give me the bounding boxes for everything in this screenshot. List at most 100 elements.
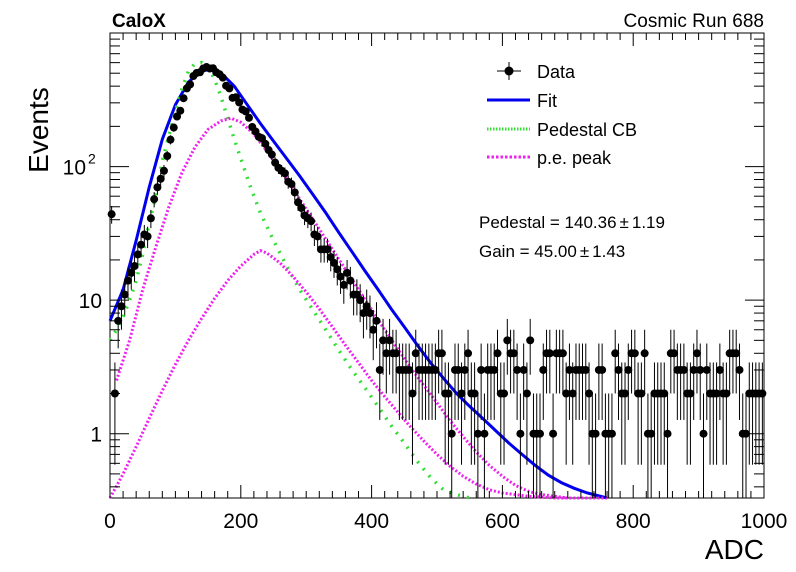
data-point [712, 362, 721, 465]
data-marker [470, 389, 479, 398]
data-marker [225, 84, 234, 93]
data-marker [343, 268, 352, 277]
data-marker [679, 365, 688, 374]
data-marker [630, 349, 639, 358]
data-marker [493, 349, 502, 358]
data-point [526, 318, 535, 375]
data-point [545, 329, 554, 394]
data-marker [663, 429, 672, 438]
data-marker [179, 94, 188, 103]
data-marker [500, 389, 509, 398]
data-marker [244, 113, 253, 122]
data-marker [333, 265, 342, 274]
data-point [614, 343, 623, 420]
data-point [624, 343, 633, 420]
data-marker [686, 389, 695, 398]
data-point [464, 329, 473, 394]
data-point [735, 343, 744, 420]
data-marker [362, 302, 371, 311]
data-point [621, 362, 630, 465]
data-point [150, 191, 159, 208]
data-point [679, 343, 688, 420]
data-marker [385, 336, 394, 345]
data-point [663, 393, 672, 498]
data-point [522, 362, 531, 465]
data-marker [607, 429, 616, 438]
data-point [372, 302, 381, 349]
data-marker [516, 429, 525, 438]
data-point [437, 329, 446, 394]
data-marker [336, 272, 345, 281]
data-point [500, 362, 509, 465]
data-marker [307, 217, 316, 226]
data-marker [558, 349, 567, 358]
data-point [568, 362, 577, 465]
data-marker [107, 210, 116, 219]
data-point [261, 139, 270, 149]
data-marker [359, 309, 368, 318]
data-marker [123, 276, 132, 285]
data-point [356, 284, 365, 323]
data-point [173, 112, 182, 121]
data-marker [173, 112, 182, 121]
data-point [329, 250, 338, 279]
data-point [549, 393, 558, 498]
data-point [369, 309, 378, 361]
data-marker [735, 365, 744, 374]
series-p-e-peak [115, 116, 568, 500]
data-marker [614, 365, 623, 374]
x-tick-label: 800 [616, 510, 651, 533]
data-point [699, 393, 708, 498]
data-point [607, 393, 616, 498]
data-marker [241, 107, 250, 116]
data-point [558, 329, 567, 394]
data-marker [732, 349, 741, 358]
data-point [630, 329, 639, 394]
data-marker [715, 365, 724, 374]
data-marker [143, 232, 152, 241]
data-marker [460, 365, 469, 374]
data-marker [696, 365, 705, 374]
data-marker [549, 429, 558, 438]
data-point [133, 243, 142, 269]
series-pedestal-cb [108, 60, 471, 500]
data-marker [536, 429, 545, 438]
data-point [692, 329, 701, 394]
data-marker [133, 250, 142, 259]
legend-item-fit: Fit [487, 91, 557, 111]
data-point [225, 84, 234, 93]
data-marker [702, 365, 711, 374]
y-tick-label: 10 [79, 290, 102, 313]
data-point [159, 165, 168, 178]
data-point [565, 343, 574, 420]
data-marker [598, 365, 607, 374]
data-point [640, 329, 649, 394]
data-point [392, 329, 401, 394]
data-point [444, 362, 453, 465]
x-tick-label: 200 [223, 510, 258, 533]
data-marker [509, 349, 518, 358]
data-marker [156, 174, 165, 183]
data-point [581, 343, 590, 420]
data-point [405, 343, 414, 420]
data-point [447, 393, 456, 498]
legend-item-data: Data [497, 62, 576, 82]
data-point [454, 343, 463, 420]
data-marker [159, 166, 168, 175]
data-marker [339, 280, 348, 289]
data-marker [267, 150, 276, 159]
data-marker [346, 276, 355, 285]
x-tick-label: 600 [485, 510, 520, 533]
data-marker [146, 214, 155, 223]
data-point [686, 362, 695, 465]
data-point [333, 256, 342, 286]
gain-annotation: Gain = 45.00 ±1.43 [479, 242, 625, 261]
data-marker [513, 365, 522, 374]
data-marker [699, 429, 708, 438]
data-point [647, 393, 656, 498]
legend: Data Fit Pedestal CB p.e. peak [487, 62, 637, 168]
data-marker [218, 73, 227, 82]
y-tick-label: 1 [90, 424, 102, 447]
data-marker [127, 268, 136, 277]
